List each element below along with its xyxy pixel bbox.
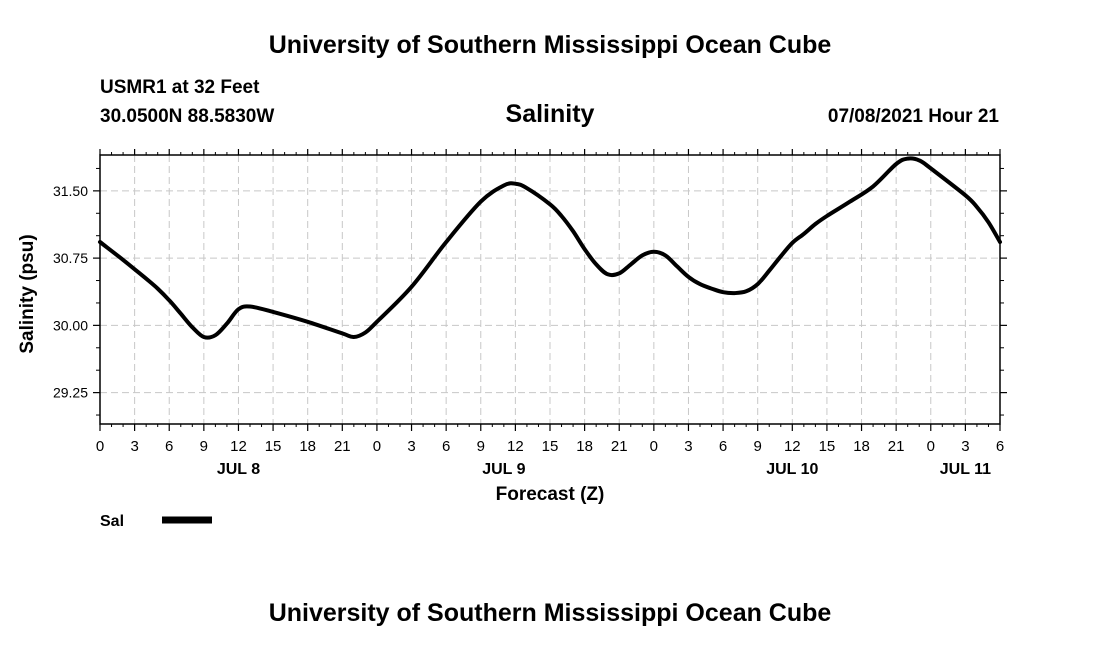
- x-tick-label: 0: [96, 438, 104, 455]
- series-line-sal: [98, 156, 1002, 340]
- day-label: JUL 10: [766, 461, 818, 478]
- y-tick-label: 30.00: [53, 317, 88, 333]
- legend: Sal: [100, 513, 212, 530]
- x-tick-label: 3: [130, 438, 138, 455]
- legend-label: Sal: [100, 513, 124, 530]
- chart-title: Salinity: [505, 100, 595, 128]
- x-tick-label: 6: [165, 438, 173, 455]
- day-label: JUL 9: [482, 461, 525, 478]
- x-tick-label: 21: [888, 438, 905, 455]
- x-tick-label: 0: [927, 438, 935, 455]
- station-coordinates: 30.0500N 88.5830W: [100, 106, 275, 127]
- x-tick-label: 3: [961, 438, 969, 455]
- y-tick-label: 29.25: [53, 385, 88, 401]
- y-tick-label: 30.75: [53, 250, 88, 266]
- page-title: University of Southern Mississippi Ocean…: [268, 31, 832, 59]
- x-tick-label: 9: [200, 438, 208, 455]
- x-tick-label: 3: [684, 438, 692, 455]
- x-tick-label: 6: [996, 438, 1004, 455]
- x-tick-label: 15: [819, 438, 836, 455]
- series-layer: [98, 156, 1002, 340]
- x-tick-label: 18: [853, 438, 870, 455]
- x-tick-label: 3: [407, 438, 415, 455]
- x-tick-label: 15: [265, 438, 282, 455]
- x-axis-label: Forecast (Z): [496, 484, 605, 505]
- x-tick-label: 0: [650, 438, 658, 455]
- x-tick-label: 9: [477, 438, 485, 455]
- x-tick-label: 12: [784, 438, 801, 455]
- x-tick-label: 0: [373, 438, 381, 455]
- x-tick-label: 9: [754, 438, 762, 455]
- grid: [100, 155, 1000, 424]
- x-tick-label: 21: [334, 438, 351, 455]
- x-tick-label: 18: [576, 438, 593, 455]
- axes: 0 3 6 9 12 15 18 21 0 3 6 9 12 15 18 21 0 3 6 9 12 15 18 21 0 3 6J…: [53, 149, 1007, 478]
- day-label: JUL 8: [217, 461, 260, 478]
- x-tick-label: 21: [611, 438, 628, 455]
- x-tick-label: 12: [230, 438, 247, 455]
- y-axis-label: Salinity (psu): [17, 234, 38, 353]
- day-label: JUL 11: [940, 461, 991, 478]
- x-tick-label: 6: [719, 438, 727, 455]
- x-tick-label: 18: [299, 438, 316, 455]
- x-tick-label: 12: [507, 438, 524, 455]
- x-tick-label: 6: [442, 438, 450, 455]
- x-tick-label: 15: [542, 438, 559, 455]
- forecast-datetime: 07/08/2021 Hour 21: [827, 106, 999, 127]
- y-tick-label: 31.50: [53, 183, 88, 199]
- station-label: USMR1 at 32 Feet: [100, 77, 260, 98]
- footer-title: University of Southern Mississippi Ocean…: [268, 599, 832, 627]
